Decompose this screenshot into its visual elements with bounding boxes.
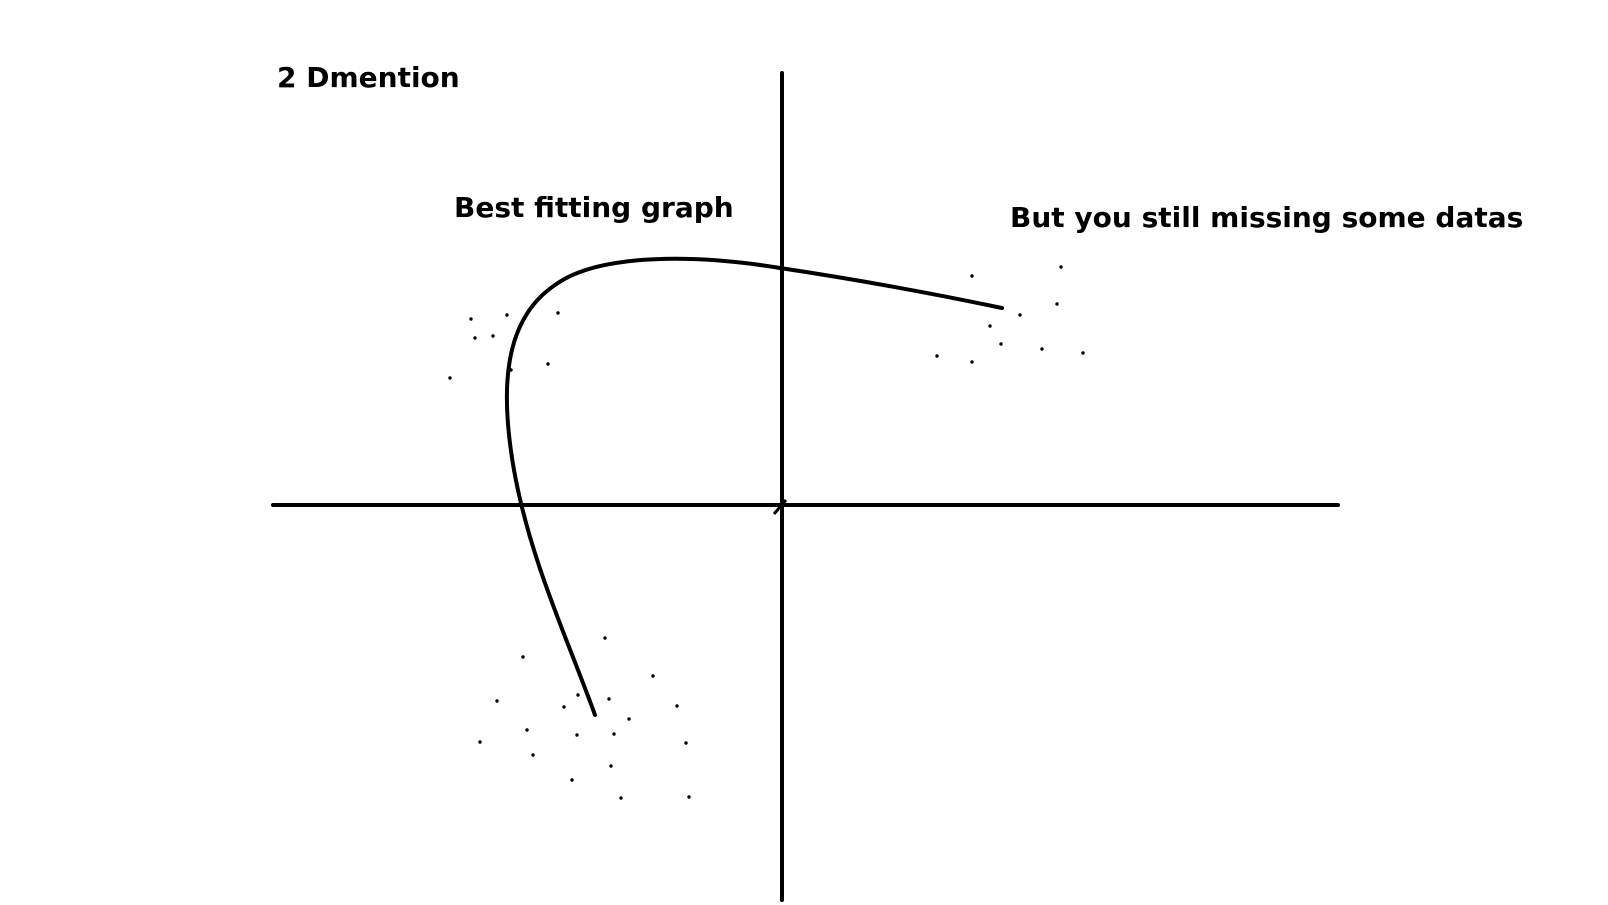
data-point	[1059, 265, 1063, 269]
data-point	[505, 313, 509, 317]
data-point	[1055, 302, 1059, 306]
data-point	[970, 360, 974, 364]
data-point	[675, 704, 679, 708]
data-point	[473, 336, 477, 340]
data-point	[478, 740, 482, 744]
data-point	[576, 693, 580, 697]
data-point	[525, 728, 529, 732]
data-point	[521, 655, 525, 659]
data-point	[509, 368, 513, 372]
data-point	[999, 342, 1003, 346]
curve-caption: Best fitting graph	[454, 191, 734, 224]
data-point	[607, 697, 611, 701]
data-point	[627, 717, 631, 721]
data-point	[651, 674, 655, 678]
data-point	[556, 311, 560, 315]
data-point	[684, 741, 688, 745]
data-point	[531, 753, 535, 757]
origin-tick	[772, 499, 788, 515]
data-point	[1040, 347, 1044, 351]
data-point	[988, 324, 992, 328]
data-point	[603, 636, 607, 640]
data-point	[1018, 313, 1022, 317]
data-point	[448, 376, 452, 380]
data-point	[1081, 351, 1085, 355]
data-cluster-upper-left	[448, 311, 560, 380]
data-point	[687, 795, 691, 799]
data-point	[609, 764, 613, 768]
data-cluster-lower-left	[478, 636, 691, 800]
data-point	[546, 362, 550, 366]
data-point	[612, 732, 616, 736]
best-fit-curve	[504, 256, 1004, 717]
missing-data-caption: But you still missing some datas	[1010, 201, 1524, 234]
data-point	[495, 699, 499, 703]
data-point	[575, 733, 579, 737]
diagram-title: 2 Dmention	[277, 61, 460, 94]
data-point	[570, 778, 574, 782]
data-point	[935, 354, 939, 358]
data-point	[619, 796, 623, 800]
data-point	[491, 334, 495, 338]
data-point	[562, 705, 566, 709]
data-point	[970, 274, 974, 278]
data-point	[469, 317, 473, 321]
data-cluster-upper-right	[935, 265, 1085, 364]
